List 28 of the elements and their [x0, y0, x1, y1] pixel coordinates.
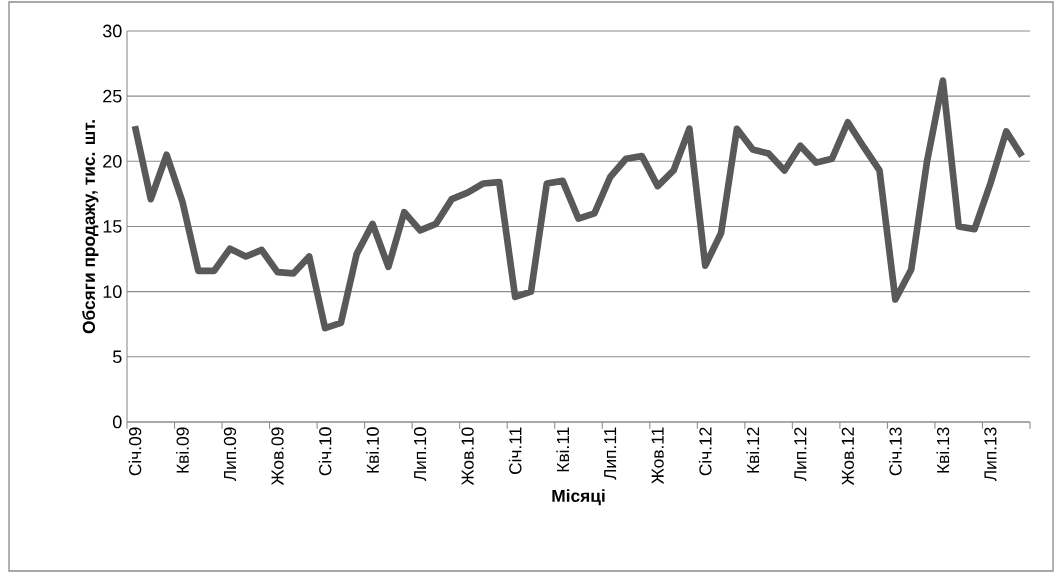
x-tick-label: Жов.09 — [271, 427, 284, 486]
x-tick-label: Лип.11 — [604, 427, 617, 480]
x-tick-label: Січ.10 — [318, 427, 332, 476]
x-tick-label: Лип.09 — [223, 427, 237, 482]
x-tick-label: Січ.11 — [508, 427, 522, 475]
y-tick-label: 30 — [102, 24, 122, 38]
x-tick-label: Кві.09 — [176, 427, 189, 473]
y-tick-label: 5 — [113, 350, 122, 364]
y-axis-title: Обсяги продажу, тис. шт. — [82, 120, 99, 334]
x-tick-label: Жов.12 — [841, 427, 854, 486]
y-tick-label: 25 — [103, 89, 122, 103]
x-tick-label: Жов.11 — [651, 427, 664, 484]
x-tick-label: Кві.11 — [556, 427, 569, 472]
x-tick-label: Січ.13 — [888, 427, 902, 476]
y-tick-label: 20 — [103, 154, 122, 168]
x-tick-label: Січ.12 — [698, 427, 712, 476]
x-tick-label: Кві.10 — [366, 427, 379, 473]
y-tick-label: 15 — [103, 220, 122, 233]
x-tick-label: Лип.12 — [794, 427, 807, 482]
x-tick-label: Жов.10 — [461, 427, 474, 486]
x-tick-label: Кві.12 — [746, 427, 760, 473]
x-tick-label: Лип.10 — [413, 427, 427, 482]
y-tick-label: 10 — [103, 285, 122, 299]
x-tick-label: Лип.13 — [984, 427, 997, 482]
x-tick-label: Січ.09 — [128, 427, 142, 476]
y-tick-label: 0 — [113, 415, 122, 429]
x-axis-title: Місяці — [552, 489, 605, 506]
x-tick-label: Кві.13 — [936, 427, 950, 473]
